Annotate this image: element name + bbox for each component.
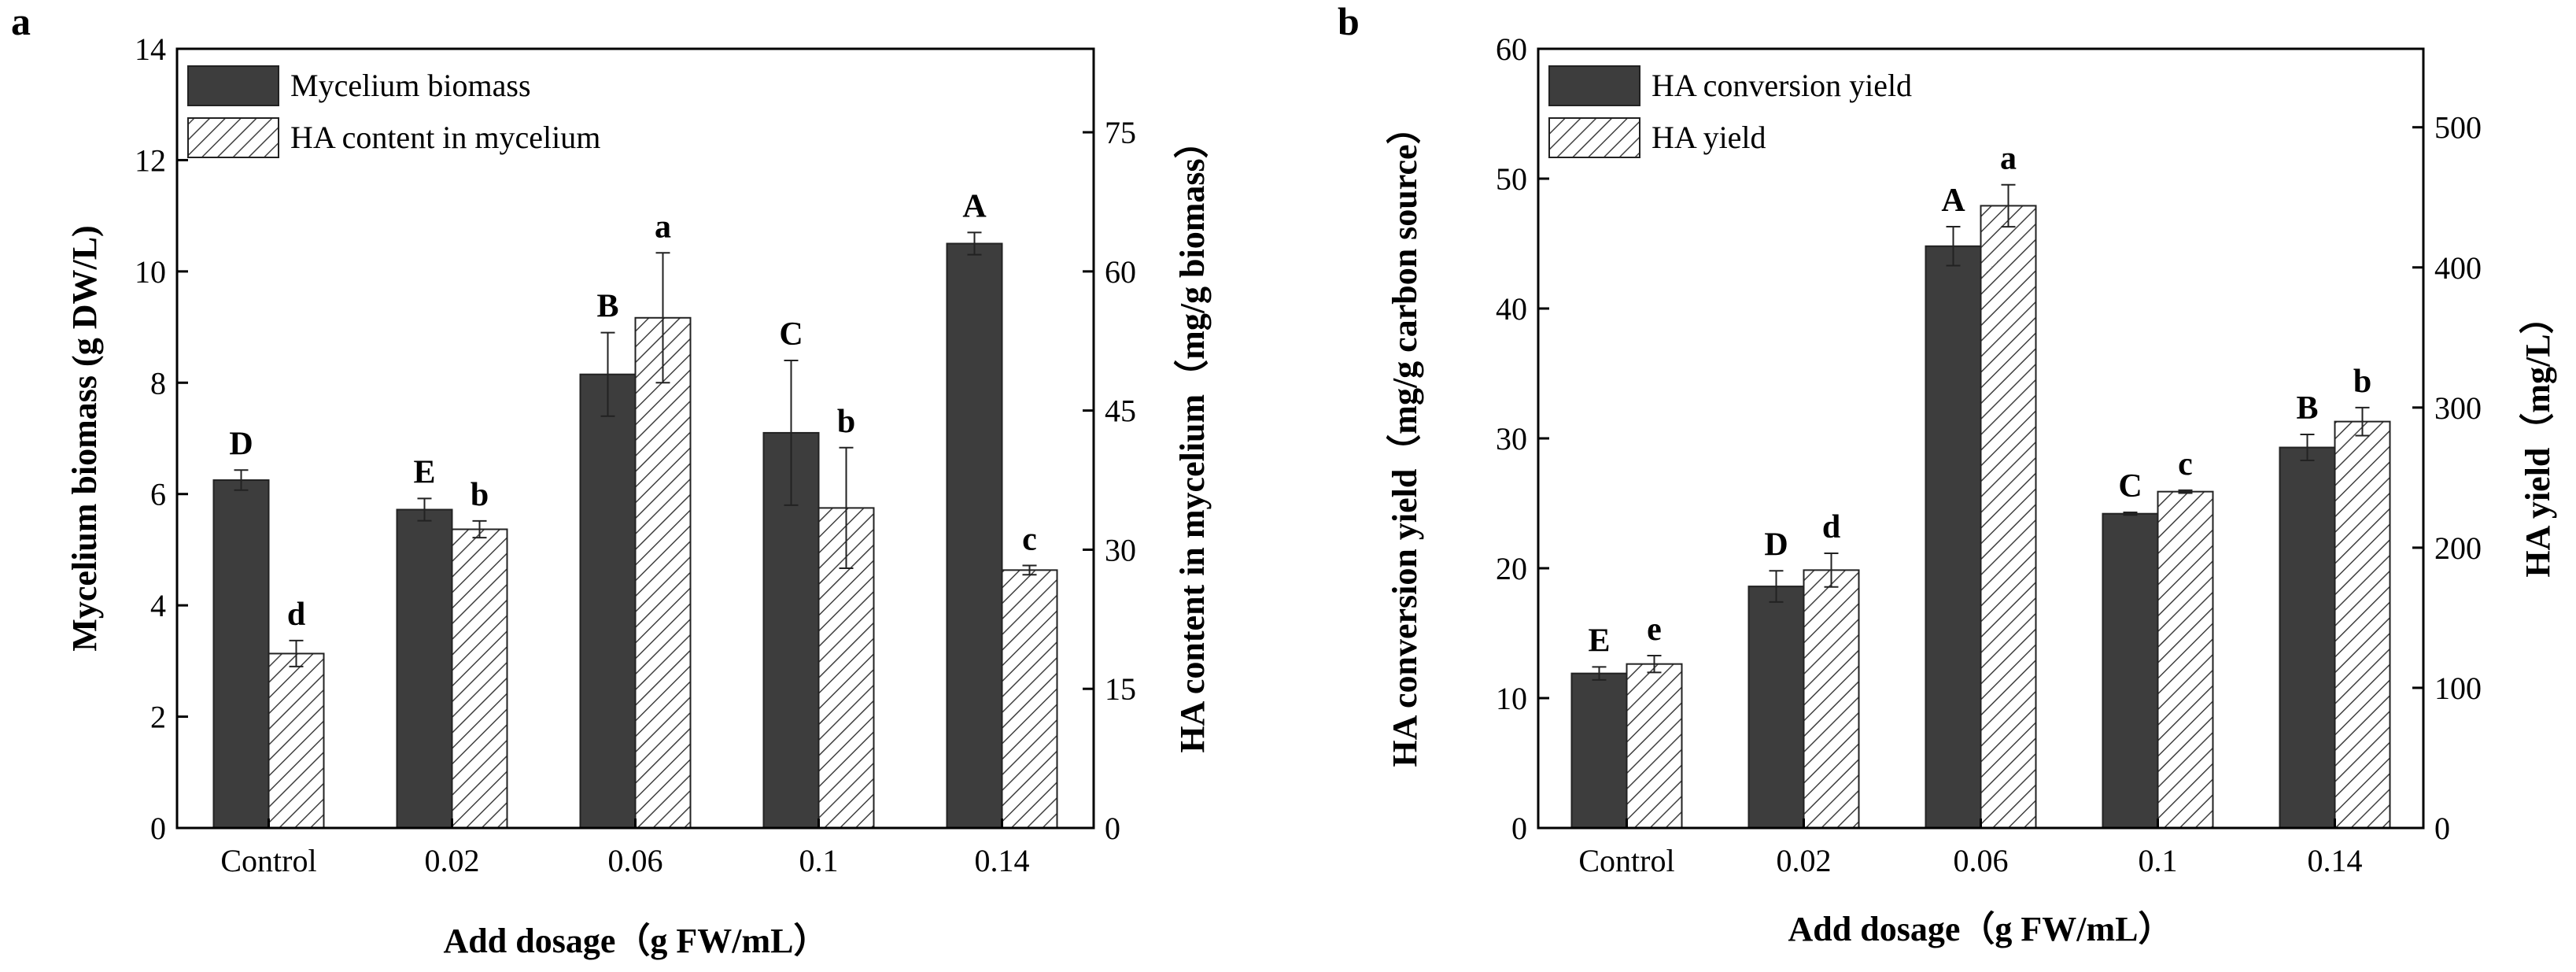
significance-label: b	[2353, 364, 2371, 400]
bar	[1001, 569, 1058, 829]
legend-label: HA content in mycelium	[290, 120, 600, 155]
chart-panel-a: a D E B C Ad b a b c 0 2 4 6 8 10 12 14 0 15 30 45 60 75 Control…	[11, 0, 1212, 960]
legend-swatch	[1548, 65, 1640, 106]
panel-label: a	[11, 0, 31, 43]
panel-label: b	[1338, 0, 1360, 43]
legend-swatch	[187, 117, 279, 158]
significance-label: a	[2000, 141, 2017, 177]
significance-label: E	[413, 454, 435, 490]
legend-label: HA conversion yield	[1652, 68, 1912, 103]
y-tick-label: 40	[1496, 291, 1527, 327]
bar	[579, 373, 637, 829]
bar	[396, 508, 453, 829]
x-tick-label: Control	[1578, 843, 1674, 878]
x-tick-label: 0.14	[975, 843, 1030, 878]
x-tick-label: 0.1	[2139, 843, 2178, 878]
y2-axis-title: HA yield（mg/L）	[2519, 299, 2557, 577]
bar	[212, 479, 270, 829]
x-tick-label: 0.06	[1954, 843, 2009, 878]
y2-tick-label: 100	[2434, 671, 2482, 706]
x-axis-title: Add dosage（g FW/mL）	[444, 922, 829, 960]
x-tick-label: 0.02	[425, 843, 480, 878]
bar	[2102, 512, 2159, 829]
y-tick-label: 6	[150, 477, 166, 512]
bar	[1626, 663, 1683, 829]
y2-tick-label: 400	[2434, 250, 2482, 286]
y-tick-label: 14	[135, 31, 166, 67]
significance-label: C	[779, 316, 803, 353]
bar	[2334, 420, 2391, 829]
significance-label: b	[837, 404, 855, 440]
chart-panel-b: b E D A C Be d a c b 0 10 20 30 40 50 60 0 100 200 300 400 500…	[1338, 0, 2557, 948]
y2-axis-title: HA content in mycelium（mg/g biomass）	[1173, 124, 1212, 752]
y2-tick-label: 30	[1105, 532, 1136, 567]
y-axis-title: Mycelium biomass (g DW/L)	[65, 225, 104, 651]
bar	[1570, 672, 1628, 830]
y2-tick-label: 0	[1105, 811, 1120, 846]
significance-label: D	[1764, 527, 1788, 563]
y2-tick-label: 0	[2434, 811, 2450, 846]
x-tick-label: 0.06	[608, 843, 663, 878]
significance-label: B	[596, 289, 618, 325]
bar	[1980, 205, 2037, 830]
significance-label: c	[1022, 521, 1037, 557]
significance-label: d	[287, 597, 305, 633]
y-tick-label: 60	[1496, 31, 1527, 67]
bar	[268, 652, 325, 830]
bar	[2279, 446, 2336, 829]
y-tick-label: 10	[135, 254, 166, 290]
significance-label: e	[1647, 612, 1662, 648]
significance-label: D	[229, 426, 253, 462]
y2-tick-label: 60	[1105, 254, 1136, 290]
significance-label: B	[2296, 390, 2318, 427]
significance-label: A	[1941, 183, 1965, 219]
x-tick-label: 0.14	[2308, 843, 2363, 878]
legend-label: HA yield	[1652, 120, 1766, 155]
significance-label: C	[2118, 468, 2142, 504]
y2-tick-label: 45	[1105, 394, 1136, 429]
y-tick-label: 20	[1496, 551, 1527, 586]
bar	[946, 242, 1003, 829]
y-axis-title: HA conversion yield（mg/g carbon source）	[1386, 109, 1424, 767]
y2-tick-label: 75	[1105, 115, 1136, 150]
x-tick-label: 0.02	[1777, 843, 1832, 878]
significance-label: E	[1588, 623, 1610, 659]
significance-label: b	[471, 477, 489, 513]
y2-tick-label: 500	[2434, 110, 2482, 146]
y-tick-label: 0	[150, 811, 166, 846]
y-tick-label: 10	[1496, 681, 1527, 716]
significance-label: a	[655, 209, 671, 245]
x-tick-label: Control	[220, 843, 316, 878]
legend-label: Mycelium biomass	[290, 68, 531, 103]
significance-label: c	[2178, 446, 2193, 482]
bar	[1925, 245, 1982, 829]
legend-swatch	[187, 65, 279, 106]
y2-tick-label: 300	[2434, 390, 2482, 426]
y-tick-label: 2	[150, 700, 166, 735]
y-tick-label: 4	[150, 588, 166, 623]
x-axis-title: Add dosage（g FW/mL）	[1788, 910, 2173, 948]
bar	[451, 528, 508, 829]
y-tick-label: 0	[1511, 811, 1527, 846]
significance-label: A	[962, 188, 987, 224]
bar	[1803, 569, 1860, 829]
y-tick-label: 8	[150, 365, 166, 401]
bar	[634, 316, 692, 829]
bar	[1747, 586, 1805, 829]
y-tick-label: 30	[1496, 421, 1527, 456]
y2-tick-label: 200	[2434, 530, 2482, 566]
significance-label: d	[1822, 509, 1840, 545]
y2-tick-label: 15	[1105, 671, 1136, 707]
legend-swatch	[1548, 117, 1640, 158]
y-tick-label: 12	[135, 142, 166, 178]
y-tick-label: 50	[1496, 161, 1527, 197]
x-tick-label: 0.1	[799, 843, 839, 878]
bar	[2157, 490, 2214, 829]
